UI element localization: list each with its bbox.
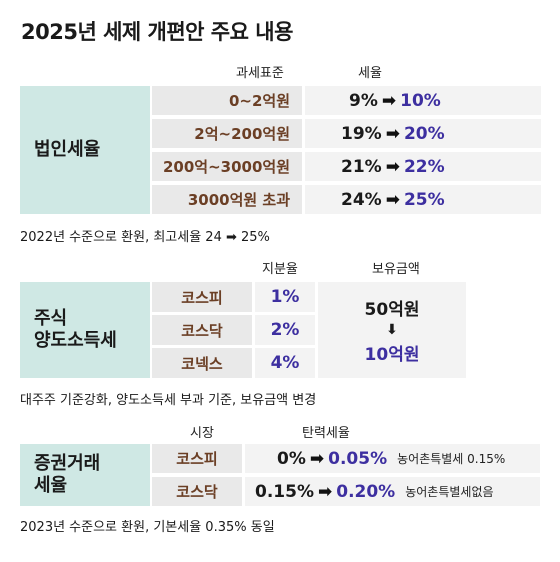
right-arrow-icon: ➡: [381, 90, 397, 111]
market-cell: 코스피: [152, 444, 242, 473]
category-securities-transaction-tax: 증권거래 세율: [20, 444, 150, 506]
holding-old: 50억원: [364, 300, 420, 320]
new-rate: 25%: [403, 189, 445, 210]
category-label: 주식 양도소득세: [34, 308, 117, 353]
market-name: 코넥스: [181, 354, 223, 373]
tax-base-cell: 200억~3000억원: [152, 152, 302, 181]
tax-base-value: 0~2억원: [228, 92, 290, 110]
market-cell: 코스닥: [152, 315, 252, 345]
old-rate: 24%: [341, 189, 382, 210]
market-name: 코스피: [181, 288, 223, 307]
share-value: 2%: [270, 320, 300, 340]
old-rate: 0.15%: [255, 481, 314, 502]
tax-base-value: 2억~200억원: [194, 125, 290, 143]
col-header-tax-base: 과세표준: [236, 66, 284, 81]
right-arrow-icon: ➡: [317, 481, 333, 502]
col-header-flexible-rate: 탄력세율: [302, 426, 350, 441]
new-rate: 22%: [403, 156, 445, 177]
category-label-line1: 증권거래: [34, 452, 101, 474]
right-arrow-icon: ➡: [385, 156, 400, 177]
share-value: 1%: [270, 287, 300, 307]
rate-change-row: 21% ➡ 22%: [305, 152, 541, 181]
market-name: 코스피: [176, 450, 218, 468]
share-value: 4%: [270, 353, 300, 373]
col-header-holding: 보유금액: [372, 262, 420, 277]
right-arrow-icon: ➡: [385, 123, 400, 144]
rural-special-tax-note: 농어촌특별세 0.15%: [397, 452, 506, 466]
category-label-line2: 세율: [34, 475, 68, 496]
page-title: 2025년 세제 개편안 주요 내용: [21, 20, 293, 44]
col-header-share: 지분율: [262, 262, 298, 277]
category-label-line1: 주식: [34, 307, 68, 329]
new-rate: 0.20%: [336, 481, 396, 502]
category-stock-capital-gains-tax: 주식 양도소득세: [20, 282, 150, 378]
holding-amount-cell: 50억원 ⬇ 10억원: [318, 282, 466, 378]
section-note: 2023년 수준으로 환원, 기본세율 0.35% 동일: [20, 520, 275, 535]
market-cell: 코스피: [152, 282, 252, 312]
rate-change-row: 0% ➡ 0.05% 농어촌특별세 0.15%: [245, 444, 540, 473]
tax-base-value: 200억~3000억원: [162, 158, 290, 176]
market-name: 코스닥: [181, 321, 223, 340]
rate-change-row: 24% ➡ 25%: [305, 185, 541, 214]
down-arrow-icon: ⬇: [386, 322, 398, 338]
category-label: 법인세율: [34, 138, 101, 160]
category-label: 증권거래 세율: [34, 453, 100, 498]
tax-base-cell: 3000억원 초과: [152, 185, 302, 214]
rate-change-row: 0.15% ➡ 0.20% 농어촌특별세없음: [245, 477, 540, 506]
new-rate: 0.05%: [328, 448, 388, 469]
tax-base-cell: 2억~200억원: [152, 119, 302, 148]
share-cell: 2%: [255, 315, 315, 345]
old-rate: 0%: [277, 448, 306, 469]
old-rate: 9%: [349, 90, 378, 111]
tax-base-cell: 0~2억원: [152, 86, 302, 115]
col-header-tax-rate: 세율: [358, 66, 382, 81]
category-corporate-tax: 법인세율: [20, 86, 150, 214]
rural-special-tax-note: 농어촌특별세없음: [405, 485, 494, 499]
rate-change-row: 9% ➡ 10%: [305, 86, 541, 115]
rate-change-row: 19% ➡ 20%: [305, 119, 541, 148]
right-arrow-icon: ➡: [309, 448, 325, 469]
new-rate: 10%: [400, 90, 441, 111]
market-name: 코스닥: [176, 483, 218, 501]
share-cell: 4%: [255, 348, 315, 378]
holding-new: 10억원: [364, 345, 420, 365]
col-header-market: 시장: [190, 426, 214, 441]
section-note: 대주주 기준강화, 양도소득세 부과 기준, 보유금액 변경: [20, 393, 317, 408]
section-note: 2022년 수준으로 환원, 최고세율 24 ➡ 25%: [20, 230, 270, 245]
share-cell: 1%: [255, 282, 315, 312]
tax-base-value: 3000억원 초과: [187, 191, 290, 209]
old-rate: 19%: [341, 123, 382, 144]
market-cell: 코넥스: [152, 348, 252, 378]
right-arrow-icon: ➡: [385, 189, 400, 210]
category-label-line2: 양도소득세: [34, 330, 117, 351]
market-cell: 코스닥: [152, 477, 242, 506]
new-rate: 20%: [403, 123, 445, 144]
old-rate: 21%: [341, 156, 382, 177]
